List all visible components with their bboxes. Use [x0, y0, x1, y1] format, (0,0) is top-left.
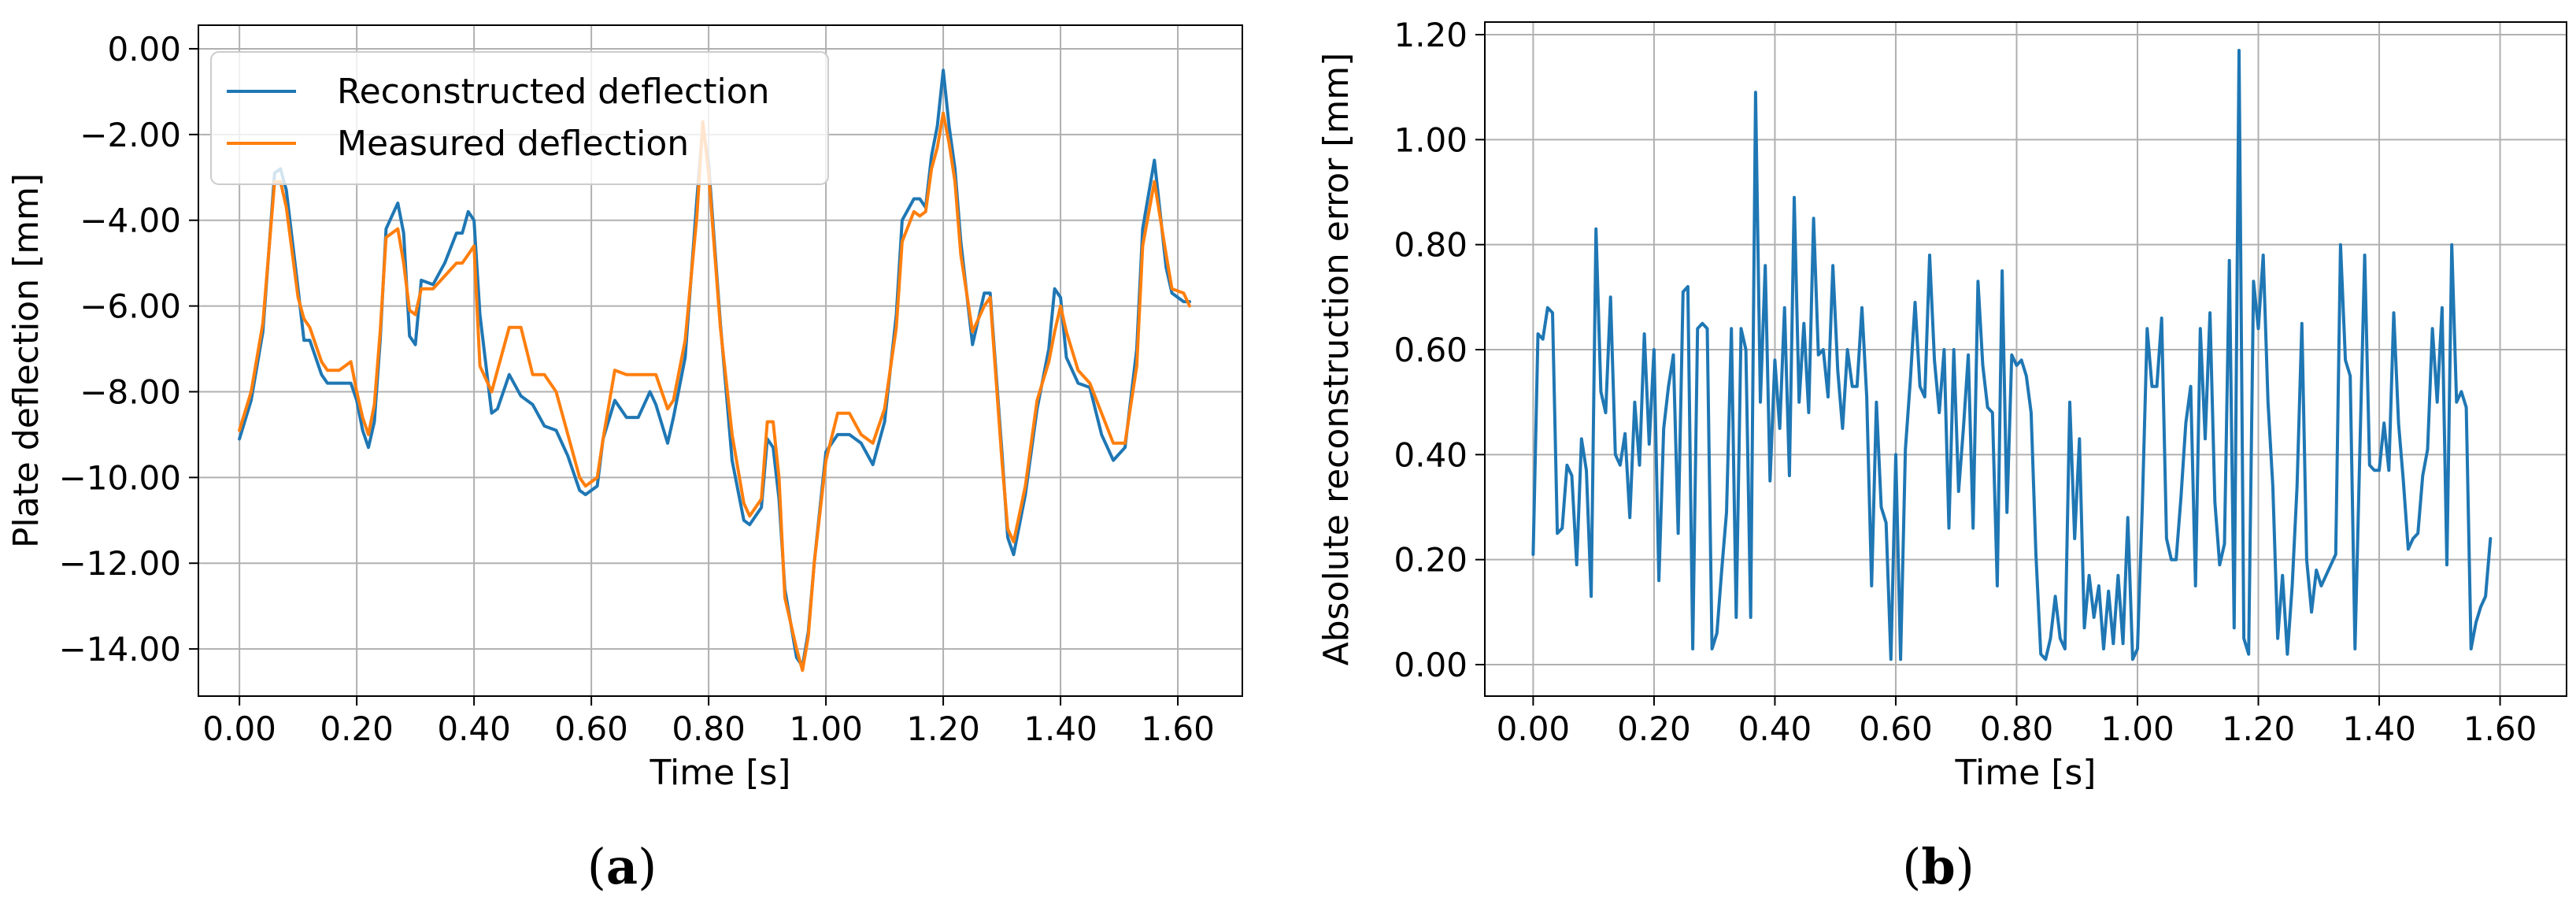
chart-b-ytick-label: 0.00	[1393, 646, 1468, 684]
chart-a-ylabel: Plate deflection [mm]	[6, 173, 46, 548]
chart-b: 0.00 0.20 0.40 0.60 0.80 1.00 1.20 1.40 1.60 0.00…	[1316, 16, 2567, 895]
chart-a-xtick-label: 0.00	[202, 709, 276, 748]
chart-a-xlabel: Time [s]	[650, 753, 791, 793]
chart-b-xtick-label: 0.00	[1497, 709, 1571, 748]
chart-a-ytick-label: −14.00	[59, 630, 181, 669]
legend-box	[210, 51, 829, 185]
chart-b-ytick-label: 1.00	[1393, 120, 1468, 159]
chart-a-legend: Reconstructed deflection Measured deflec…	[210, 51, 829, 185]
chart-b-ytick-label: 0.40	[1393, 435, 1468, 474]
caption-a-letter: a	[606, 838, 638, 895]
chart-a-ytick-label: −8.00	[80, 372, 181, 411]
chart-b-xtick-label: 0.80	[1980, 709, 2054, 748]
chart-b-xtick-label: 1.20	[2222, 709, 2296, 748]
chart-a-ytick-label: −10.00	[59, 458, 181, 497]
chart-b-xtick-label: 0.40	[1738, 709, 1812, 748]
chart-b-xtick-label: 0.60	[1859, 709, 1933, 748]
chart-b-ticks: 0.00 0.20 0.40 0.60 0.80 1.00 1.20 1.40 1.60 0.00…	[1393, 16, 2537, 748]
chart-a-ytick-label: 0.00	[107, 30, 181, 69]
legend-label-measured: Measured deflection	[337, 124, 689, 164]
chart-b-series-0-line	[1531, 49, 2493, 661]
chart-b-xtick-label: 1.60	[2463, 709, 2537, 748]
chart-a-xtick-label: 0.20	[320, 709, 394, 748]
caption-a: (a)	[587, 838, 657, 895]
chart-a: 0.00 0.20 0.40 0.60 0.80 1.00 1.20 1.40 1.60 0.00…	[6, 24, 1243, 895]
chart-a-series-1-line	[238, 111, 1191, 672]
chart-b-ylabel: Absolute reconstruction error [mm]	[1316, 53, 1356, 666]
chart-a-ytick-label: −6.00	[80, 287, 181, 326]
chart-a-xtick-label: 1.00	[789, 709, 863, 748]
legend-label-reconstructed: Reconstructed deflection	[337, 72, 770, 112]
chart-a-xtick-label: 1.40	[1023, 709, 1097, 748]
caption-b-letter: b	[1921, 838, 1955, 895]
chart-b-frame	[1484, 21, 2567, 697]
chart-b-ytick-label: 0.20	[1393, 541, 1468, 580]
chart-b-xtick-label: 1.00	[2100, 709, 2174, 748]
chart-b-xtick-label: 0.20	[1617, 709, 1691, 748]
caption-b: (b)	[1902, 838, 1975, 895]
chart-b-xlabel: Time [s]	[1955, 753, 2097, 793]
chart-a-xtick-label: 1.60	[1141, 709, 1215, 748]
chart-b-ytick-label: 0.60	[1393, 331, 1468, 369]
chart-a-frame	[198, 24, 1243, 697]
chart-b-xtick-label: 1.40	[2342, 709, 2416, 748]
chart-b-plot-area	[1531, 49, 2493, 661]
chart-a-ytick-label: −4.00	[80, 202, 181, 240]
chart-a-ytick-label: −2.00	[80, 116, 181, 154]
chart-b-ytick-label: 1.20	[1393, 16, 1468, 54]
chart-a-plot-area	[238, 69, 1191, 672]
chart-a-ticks: 0.00 0.20 0.40 0.60 0.80 1.00 1.20 1.40 1.60 0.00…	[59, 30, 1215, 748]
chart-a-xtick-label: 0.60	[554, 709, 628, 748]
chart-a-ytick-label: −12.00	[59, 544, 181, 583]
chart-a-xtick-label: 1.20	[906, 709, 980, 748]
chart-b-ytick-label: 0.80	[1393, 226, 1468, 265]
chart-a-xtick-label: 0.80	[672, 709, 746, 748]
chart-a-xtick-label: 0.40	[437, 709, 511, 748]
